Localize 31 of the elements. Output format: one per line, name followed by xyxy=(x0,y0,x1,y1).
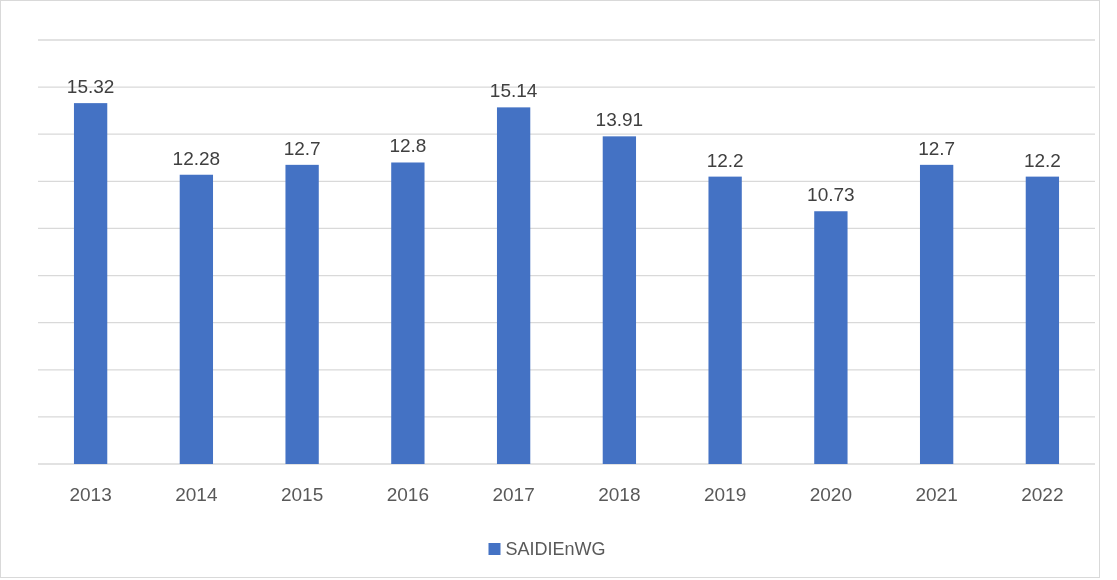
legend-label: SAIDIEnWG xyxy=(505,539,606,560)
data-label: 12.28 xyxy=(172,147,221,169)
data-label: 12.2 xyxy=(1023,149,1061,171)
data-label: 15.32 xyxy=(66,76,115,98)
bar xyxy=(285,164,319,464)
data-label: 13.91 xyxy=(595,109,644,131)
bar xyxy=(179,174,214,464)
x-tick-label: 2015 xyxy=(280,484,324,505)
data-label: 15.14 xyxy=(489,80,538,102)
bar xyxy=(496,107,531,464)
bar xyxy=(814,211,848,464)
data-label: 10.73 xyxy=(807,184,855,206)
bar xyxy=(602,136,637,464)
data-label: 12.8 xyxy=(389,135,427,157)
bar xyxy=(708,176,742,464)
data-label: 12.2 xyxy=(706,149,744,171)
x-tick-label: 2022 xyxy=(1021,484,1064,505)
data-label: 12.7 xyxy=(918,137,956,159)
bar xyxy=(919,164,954,464)
bar xyxy=(73,103,108,464)
x-tick-label: 2021 xyxy=(915,484,958,505)
x-tick-label: 2017 xyxy=(492,484,535,505)
bar xyxy=(1025,176,1060,464)
bar xyxy=(391,162,425,464)
x-tick-label: 2018 xyxy=(598,484,641,505)
x-tick-label: 2019 xyxy=(703,484,747,505)
x-tick-label: 2013 xyxy=(69,484,112,505)
x-tick-label: 2020 xyxy=(809,484,853,505)
x-tick-label: 2014 xyxy=(175,484,218,505)
data-label: 12.7 xyxy=(283,137,321,159)
x-tick-label: 2016 xyxy=(386,484,430,505)
